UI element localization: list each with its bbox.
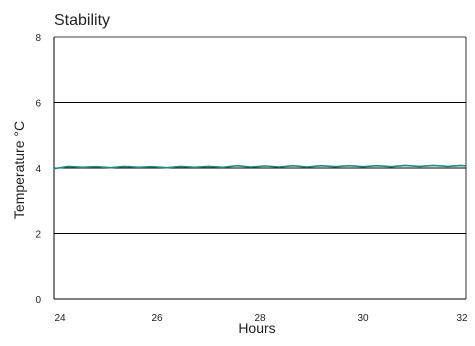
x-axis-label: Hours <box>238 320 275 336</box>
x-tick-label-30: 30 <box>357 313 369 324</box>
grid-layer <box>54 102 466 234</box>
x-tick-label-24: 24 <box>54 313 66 324</box>
y-tick-label-4: 4 <box>35 164 41 175</box>
y-tick-label-8: 8 <box>35 33 41 44</box>
axis-layer <box>53 36 467 300</box>
chart-title: Stability <box>54 12 110 29</box>
x-tick-label-26: 26 <box>151 313 163 324</box>
x-tick-label-32: 32 <box>456 313 468 324</box>
y-axis-label: Temperature °C <box>11 121 27 219</box>
series-layer <box>53 164 467 170</box>
y-tick-label-2: 2 <box>35 230 41 241</box>
x-tick-label-28: 28 <box>254 313 266 324</box>
y-tick-label-0: 0 <box>35 295 41 306</box>
series-line-0 <box>53 164 467 170</box>
y-tick-label-6: 6 <box>35 99 41 110</box>
